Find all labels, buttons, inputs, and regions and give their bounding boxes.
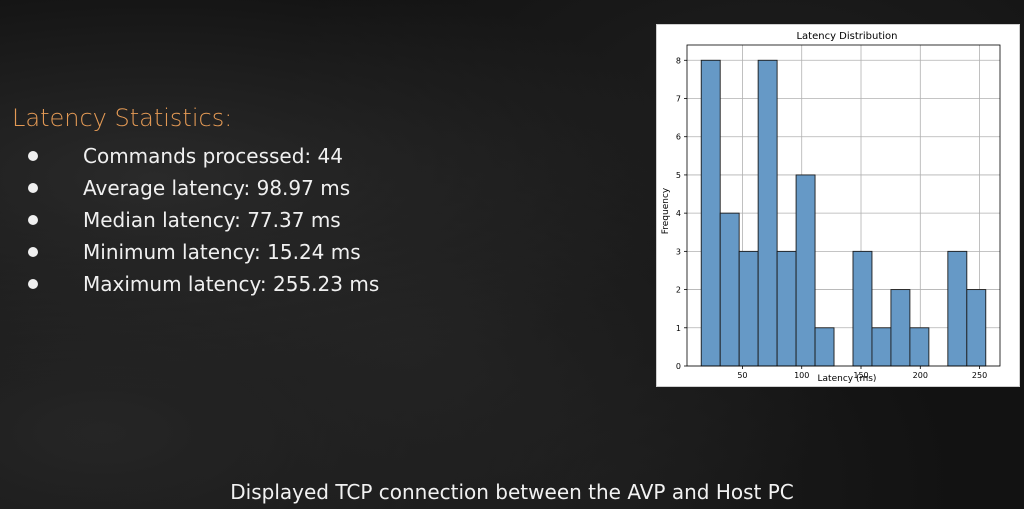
x-axis-label: Latency (ms) [818, 374, 877, 384]
histogram-bar [871, 327, 892, 367]
histogram-bar [795, 174, 816, 367]
slide-caption: Displayed TCP connection between the AVP… [230, 480, 794, 504]
histogram-bar [700, 59, 721, 367]
y-tick-label: 5 [676, 171, 681, 180]
histogram-bar [909, 327, 930, 367]
histogram-bar [738, 250, 759, 367]
chart-bars [700, 59, 987, 367]
histogram-bar [947, 250, 968, 367]
chart-title: Latency Distribution [796, 31, 897, 42]
histogram-bar [966, 289, 987, 367]
stat-item-average: Average latency: 98.97 ms [28, 172, 448, 204]
histogram-bar [757, 59, 778, 367]
x-tick-label: 50 [737, 371, 747, 380]
x-tick-label: 250 [972, 371, 987, 380]
y-axis-label: Frequency [661, 187, 671, 234]
y-tick-label: 0 [676, 362, 681, 371]
y-tick-label: 6 [676, 133, 681, 142]
stat-text: Minimum latency: 15.24 ms [83, 240, 361, 264]
stat-text: Commands processed: 44 [83, 144, 343, 168]
latency-histogram: 50 100 150 200 250 0 1 2 3 4 5 6 7 8 Latency Distrib… [661, 31, 1001, 384]
y-tick-label: 3 [676, 247, 681, 256]
bullet-icon [28, 183, 38, 193]
histogram-bar [814, 327, 835, 367]
x-axis-ticks: 50 100 150 200 250 [737, 366, 987, 380]
stat-item-commands: Commands processed: 44 [28, 140, 448, 172]
bullet-icon [28, 151, 38, 161]
stat-item-median: Median latency: 77.37 ms [28, 204, 448, 236]
bullet-icon [28, 247, 38, 257]
slide-title: Latency Statistics: [12, 104, 233, 132]
y-tick-label: 1 [676, 324, 681, 333]
y-tick-label: 7 [676, 95, 681, 104]
bullet-icon [28, 215, 38, 225]
stat-text: Maximum latency: 255.23 ms [83, 272, 380, 296]
histogram-bar [852, 250, 873, 367]
histogram-bar [890, 289, 911, 367]
stat-item-minimum: Minimum latency: 15.24 ms [28, 236, 448, 268]
histogram-bar [719, 212, 740, 367]
y-tick-label: 2 [676, 286, 681, 295]
stat-item-maximum: Maximum latency: 255.23 ms [28, 268, 448, 300]
y-tick-label: 4 [676, 209, 681, 218]
x-tick-label: 150 [853, 371, 868, 380]
y-axis-ticks: 0 1 2 3 4 5 6 7 8 [676, 56, 687, 371]
latency-histogram-panel: 50 100 150 200 250 0 1 2 3 4 5 6 7 8 Latency Distrib… [656, 24, 1020, 387]
stat-text: Average latency: 98.97 ms [83, 176, 351, 200]
bullet-icon [28, 279, 38, 289]
x-tick-label: 200 [913, 371, 928, 380]
y-tick-label: 8 [676, 56, 681, 65]
stat-text: Median latency: 77.37 ms [83, 208, 341, 232]
plot-frame [686, 44, 1001, 367]
histogram-bar [776, 250, 797, 367]
x-tick-label: 100 [794, 371, 809, 380]
